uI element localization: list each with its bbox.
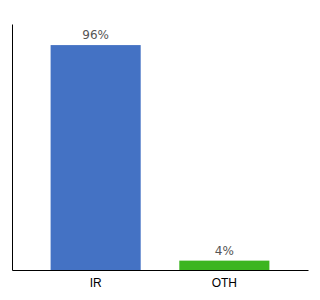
y-axis-line — [12, 25, 13, 271]
data-label: 96% — [82, 28, 109, 42]
y-axis — [12, 25, 13, 271]
plot: IR OTH 96% 4% — [13, 25, 309, 290]
x-tick: OTH — [212, 276, 237, 290]
x-tick-label: IR — [90, 276, 102, 290]
x-tick: IR — [90, 276, 102, 290]
bar — [179, 261, 269, 270]
bars — [51, 45, 270, 270]
x-axis-line — [13, 270, 309, 271]
x-axis: IR OTH — [13, 271, 309, 290]
x-tick-label: OTH — [212, 276, 237, 290]
chart: IR OTH 96% 4% — [0, 0, 320, 300]
data-labels: 96% 4% — [82, 28, 234, 258]
bar — [51, 45, 141, 270]
data-label: 4% — [215, 244, 234, 258]
